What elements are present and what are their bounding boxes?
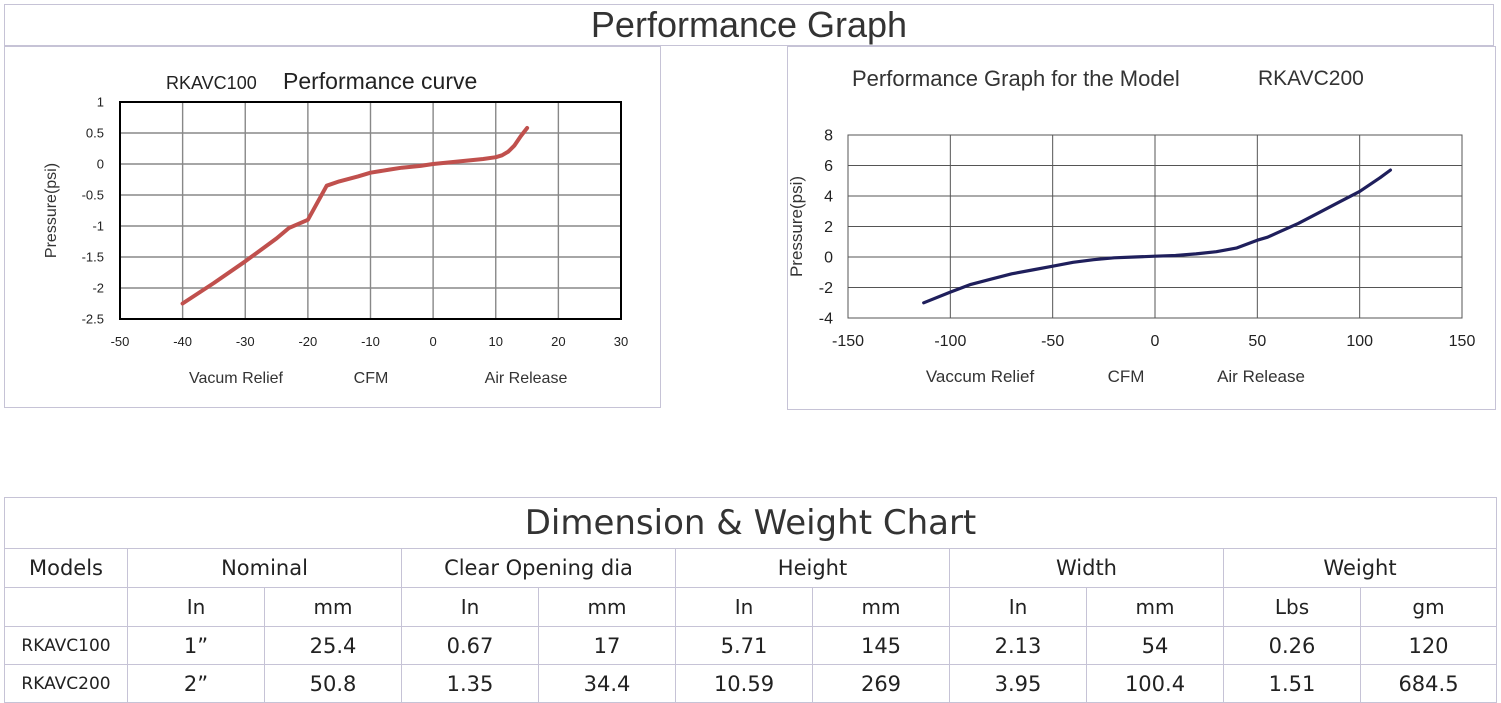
value-cell: 50.8	[264, 664, 402, 703]
y-tick-label: 6	[824, 158, 833, 175]
x-tick-label: -40	[173, 334, 192, 349]
value-cell: 120	[1360, 626, 1497, 665]
page-title: Performance Graph	[590, 4, 908, 45]
unit-cell: gm	[1360, 587, 1497, 627]
value-cell: 5.71	[675, 626, 813, 665]
chart-title: Performance Graph for the Model	[852, 66, 1180, 91]
unit-cell: In	[949, 587, 1087, 627]
series-line	[180, 126, 530, 306]
unit-cell: mm	[538, 587, 676, 627]
dimension-weight-table: Dimension & Weight Chart Models Nominal …	[4, 497, 1497, 703]
unit-cell: In	[127, 587, 265, 627]
rkavc100-chart-panel: 1 0.5 0 -0.5 -1 -1.5 -2 -2.5 -50 -40 -30 -20 -10 0 10 2…	[4, 46, 661, 408]
y-tick-label: -1.5	[82, 250, 104, 265]
series-line	[922, 168, 1393, 305]
rkavc100-performance-chart: 1 0.5 0 -0.5 -1 -1.5 -2 -2.5 -50 -40 -30 -20 -10 0 10 2…	[43, 68, 628, 387]
x-tick-label: -150	[832, 333, 864, 350]
page-title-box: Performance Graph	[4, 4, 1494, 46]
value-cell: 269	[812, 664, 950, 703]
x-tick-label: 0	[1151, 333, 1160, 350]
value-cell: 1”	[127, 626, 265, 665]
table-row: RKAVC200 2” 50.8 1.35 34.4 10.59 269 3.9…	[4, 664, 1497, 703]
value-cell: 10.59	[675, 664, 813, 703]
value-cell: 2.13	[949, 626, 1087, 665]
unit-cell: In	[401, 587, 539, 627]
chart-title: Performance curve	[283, 68, 477, 94]
value-cell: 0.67	[401, 626, 539, 665]
x-tick-label: -50	[111, 334, 130, 349]
unit-cell: Lbs	[1223, 587, 1361, 627]
y-tick-label: -2	[92, 281, 104, 296]
x-axis-label-right: Air Release	[1217, 367, 1305, 386]
header-height: Height	[675, 548, 950, 588]
header-models: Models	[4, 548, 128, 588]
x-axis-label-left: Vaccum Relief	[926, 367, 1035, 386]
y-tick-label: -4	[819, 311, 833, 328]
value-cell: 1.35	[401, 664, 539, 703]
value-cell: 2”	[127, 664, 265, 703]
value-cell: 145	[812, 626, 950, 665]
header-weight: Weight	[1223, 548, 1497, 588]
x-tick-label: 10	[489, 334, 503, 349]
y-tick-label: 1	[97, 95, 104, 110]
y-tick-label: 0	[97, 157, 104, 172]
value-cell: 684.5	[1360, 664, 1497, 703]
value-cell: 54	[1086, 626, 1224, 665]
x-tick-label: 100	[1346, 333, 1373, 350]
dimension-weight-table-wrap: Dimension & Weight Chart Models Nominal …	[4, 497, 1497, 703]
table-title: Dimension & Weight Chart	[4, 497, 1497, 549]
unit-cell: mm	[812, 587, 950, 627]
x-tick-label: -50	[1041, 333, 1064, 350]
x-tick-label: 50	[1248, 333, 1266, 350]
x-axis-label-right: Air Release	[485, 370, 568, 387]
x-tick-label: -30	[236, 334, 255, 349]
x-tick-label: 0	[430, 334, 437, 349]
y-axis-label: Pressure(psi)	[788, 176, 806, 277]
chart-title-prefix: RKAVC100	[166, 73, 257, 93]
x-axis-label-center: CFM	[354, 370, 389, 387]
y-tick-label: 8	[824, 128, 833, 145]
x-tick-label: -20	[298, 334, 317, 349]
x-tick-label: 20	[551, 334, 565, 349]
value-cell: 1.51	[1223, 664, 1361, 703]
x-axis-label-center: CFM	[1108, 367, 1145, 386]
chart-title-suffix: RKAVC200	[1258, 67, 1364, 90]
value-cell: 25.4	[264, 626, 402, 665]
x-tick-label: 150	[1449, 333, 1476, 350]
x-tick-label: -10	[361, 334, 380, 349]
unit-cell: mm	[1086, 587, 1224, 627]
header-clear-opening: Clear Opening dia	[401, 548, 676, 588]
plot-frame	[847, 134, 1463, 319]
header-nominal: Nominal	[127, 548, 402, 588]
value-cell: 3.95	[949, 664, 1087, 703]
x-tick-label: 30	[614, 334, 628, 349]
value-cell: 0.26	[1223, 626, 1361, 665]
y-tick-label: -2	[819, 280, 833, 297]
y-tick-label: 0.5	[86, 126, 104, 141]
unit-cell: In	[675, 587, 813, 627]
plot-frame	[119, 101, 622, 320]
value-cell: 100.4	[1086, 664, 1224, 703]
model-cell: RKAVC200	[4, 664, 128, 703]
y-axis-label: Pressure(psi)	[43, 163, 60, 258]
x-axis-label-left: Vacum Relief	[189, 370, 284, 387]
y-tick-label: -1	[92, 219, 104, 234]
x-tick-label: -100	[934, 333, 966, 350]
value-cell: 17	[538, 626, 676, 665]
y-tick-label: 0	[824, 250, 833, 267]
rkavc200-performance-chart: 8 6 4 2 0 -2 -4 -150 -100 -50 0 50 100 150 Pressure(ps…	[788, 66, 1476, 386]
model-cell: RKAVC100	[4, 626, 128, 665]
y-tick-label: -2.5	[82, 312, 104, 327]
rkavc200-chart-panel: 8 6 4 2 0 -2 -4 -150 -100 -50 0 50 100 150 Pressure(ps…	[787, 46, 1496, 410]
table-row: RKAVC100 1” 25.4 0.67 17 5.71 145 2.13 5…	[4, 626, 1497, 665]
y-tick-label: 2	[824, 219, 833, 236]
unit-blank	[4, 587, 128, 627]
header-width: Width	[949, 548, 1224, 588]
y-tick-label: 4	[824, 189, 833, 206]
value-cell: 34.4	[538, 664, 676, 703]
unit-cell: mm	[264, 587, 402, 627]
y-tick-label: -0.5	[82, 188, 104, 203]
